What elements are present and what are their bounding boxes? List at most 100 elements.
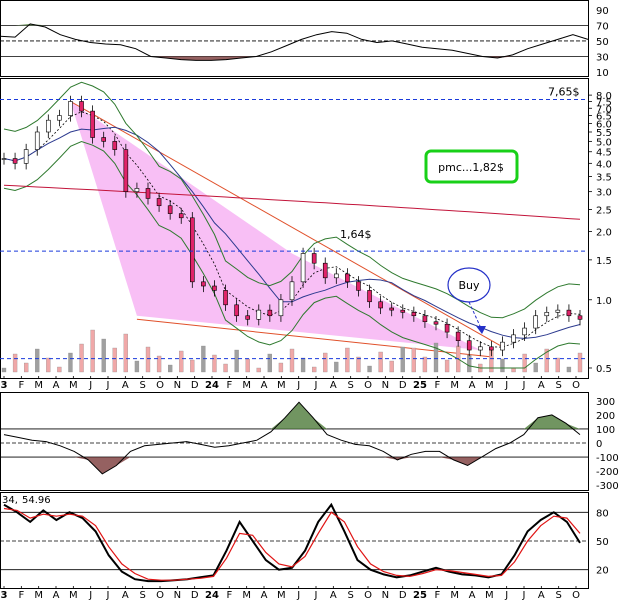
cci-y-tick: 300: [596, 397, 615, 408]
candle-body: [367, 290, 372, 303]
volume-bar: [467, 354, 472, 373]
cci-panel: 300 200 100 0 -100 -200 -300: [0, 397, 619, 492]
price-y-tick: 6.0: [596, 119, 612, 130]
stoch-y-tick: 80: [596, 508, 609, 519]
month-tick-label: S: [347, 590, 353, 601]
month-tick-label: O: [156, 380, 164, 391]
month-tick-label: M: [242, 380, 251, 391]
candle-body: [79, 101, 84, 112]
level-label-7-65: 7,65$: [548, 86, 580, 99]
price-y-tick: 6.5: [596, 112, 612, 123]
wedge-fill: [70, 101, 481, 350]
volume-bar: [378, 351, 383, 373]
volume-bar: [400, 346, 405, 373]
month-tick-label: S: [139, 380, 145, 391]
cci-y-tick: 200: [596, 411, 615, 422]
month-tick-label: N: [382, 590, 389, 601]
month-tick-label: J: [314, 380, 318, 391]
month-tick-label: 25: [413, 590, 427, 601]
month-axes: 3 F M A M J J A S O N D 24 F M A M J J A S O N D 25 F M A M J J A S O3 F M A…: [1, 376, 580, 601]
upper-band-line: [3, 81, 581, 319]
price-panel: 8.07.57.06.56.05.55.04.54.0 3.5 3.0 2.5 2.0 1…: [1, 81, 612, 375]
panel-frame: [0, 492, 589, 589]
annotations: 7,65$1,64$0.55pmc...1,82$Buy: [0, 86, 588, 360]
price-y-tick: 7.0: [596, 104, 612, 115]
candle-body: [400, 309, 406, 313]
price-y-tick: 1.5: [596, 256, 612, 267]
buy-arrow-head: [476, 326, 486, 334]
candle-body: [245, 315, 250, 320]
volume-bar: [234, 349, 239, 373]
price-y-tick: 8.0: [596, 91, 612, 102]
month-tick-label: A: [261, 380, 268, 391]
candle-body: [178, 213, 184, 219]
month-tick-label: A: [53, 380, 60, 391]
candle-body: [422, 315, 428, 323]
month-tick-label: F: [18, 380, 24, 391]
volume-bar: [533, 362, 538, 373]
month-tick-label: A: [122, 380, 129, 391]
volume-bar: [168, 364, 173, 373]
month-tick-label: A: [538, 590, 545, 601]
month-tick-label: M: [485, 590, 494, 601]
candle-body: [500, 341, 505, 351]
cci-low-fill: [4, 457, 580, 474]
month-tick-label: A: [330, 380, 337, 391]
volume-bar: [190, 359, 195, 373]
volume-bar: [1, 367, 7, 373]
month-tick-label: M: [69, 590, 78, 601]
price-y-tick: 0.5: [596, 364, 612, 375]
month-tick-label: M: [69, 380, 78, 391]
candle-body: [278, 299, 284, 317]
cci-line: [3, 401, 581, 475]
candle-body: [389, 307, 394, 311]
candle-body: [322, 262, 328, 279]
volume-bar: [12, 353, 18, 373]
rsi-y-tick: 70: [596, 21, 609, 32]
rsi-panel: 90 70 50 30 10: [0, 6, 609, 79]
volume-bar: [345, 347, 350, 373]
panel-frame: [0, 78, 589, 379]
rsi-y-tick: 30: [596, 52, 609, 63]
candle-body: [300, 253, 306, 283]
month-tick-label: J: [88, 590, 92, 601]
candle-body: [455, 331, 461, 341]
volume-bar: [123, 333, 128, 373]
buy-callout-label: Buy: [458, 279, 480, 292]
month-tick-label: N: [174, 590, 181, 601]
month-tick-label: M: [450, 380, 459, 391]
volume-bar: [312, 366, 317, 373]
cci-y-tick: -200: [596, 467, 619, 478]
volume-bar: [367, 365, 372, 373]
month-tick-label: J: [106, 380, 110, 391]
stoch-y-tick: 50: [596, 537, 609, 548]
candle-body: [311, 253, 317, 264]
month-tick-label: A: [122, 590, 129, 601]
candle-body: [489, 346, 494, 351]
candle-body: [167, 205, 173, 214]
volume-bar: [433, 342, 439, 373]
candle-body: [356, 281, 361, 291]
stochastic-panel: 80 50 20 34, 54.96: [0, 495, 609, 583]
candle-body: [444, 323, 450, 333]
month-tick-label: A: [538, 380, 545, 391]
month-tick-label: J: [88, 380, 92, 391]
candle-body: [345, 273, 350, 283]
candle-body: [433, 321, 439, 325]
volume-bar: [223, 363, 228, 373]
candle-body: [577, 315, 583, 320]
volume-bar: [245, 358, 250, 373]
volume-bar: [46, 357, 51, 373]
candle-body: [544, 312, 550, 317]
month-tick-label: F: [18, 590, 24, 601]
candle-body: [1, 158, 7, 160]
cci-y-tick: 0: [596, 439, 602, 450]
price-y-tick: 3.5: [596, 172, 612, 183]
stoch-y-tick: 20: [596, 566, 609, 577]
month-tick-label: S: [347, 380, 353, 391]
month-tick-label: D: [191, 380, 199, 391]
month-tick-label: O: [364, 380, 372, 391]
month-tick-label: 24: [205, 380, 219, 391]
panel-frames: [0, 0, 589, 589]
